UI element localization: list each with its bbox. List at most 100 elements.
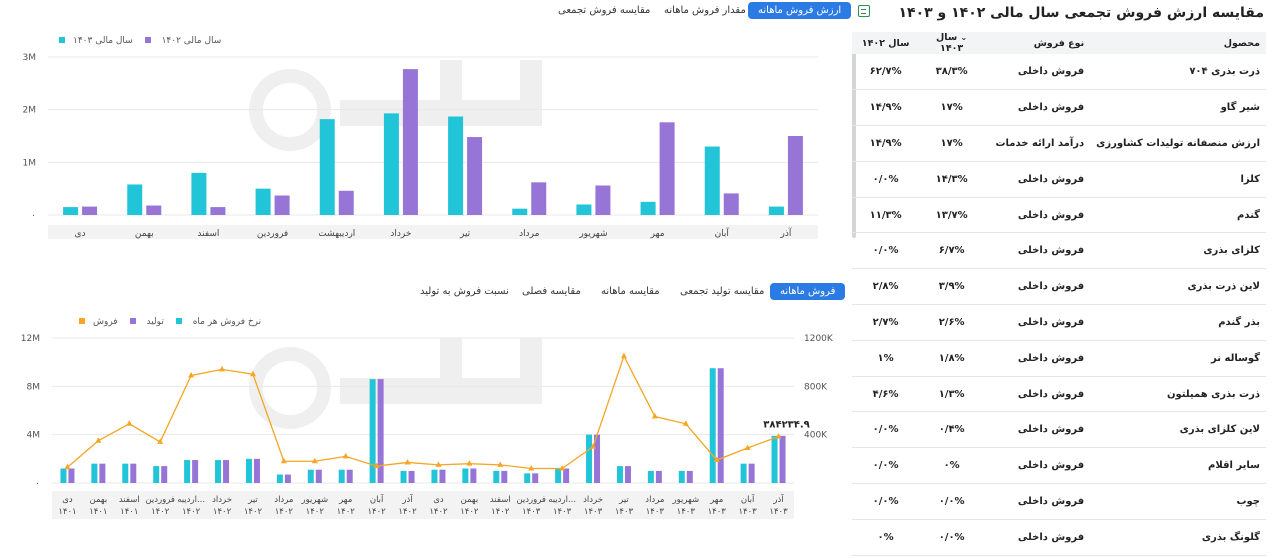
x-tick-label: فروردین xyxy=(145,495,175,505)
legend-label-1402[interactable]: سال مالی ۱۴۰۲ xyxy=(161,36,222,46)
legend-label-production[interactable]: تولید xyxy=(146,317,164,327)
cell-1403: ۱/۸% xyxy=(919,340,985,377)
watermark-circle xyxy=(249,347,331,429)
bar-1402 xyxy=(127,184,143,215)
cell-1403: ۱۳/۷% xyxy=(919,197,985,234)
x-tick-label: اسفند xyxy=(119,495,140,505)
legend-label-rate[interactable]: نرخ فروش هر ماه xyxy=(192,317,262,327)
y-tick-label: 3M xyxy=(23,53,37,63)
x-tick-label: آبان xyxy=(370,493,384,505)
sort-chevron-icon[interactable]: ⌄ xyxy=(960,33,968,42)
bar-1402 xyxy=(191,172,207,215)
table-row[interactable]: گوساله نر فروش داخلی ۱/۸% ۱% xyxy=(852,340,1266,377)
table-row[interactable]: ذرت بذری همیلتون فروش داخلی ۱/۳% ۴/۶% xyxy=(852,376,1266,413)
header-sale-type[interactable]: نوع فروش xyxy=(984,32,1091,54)
table-row[interactable]: گلونگ بذری فروش داخلی ۰/۰% ۰% xyxy=(852,519,1266,556)
x-axis-band xyxy=(52,491,794,519)
table-row[interactable]: لاین کلزای بذری فروش داخلی ۰/۴% ۰/۰% xyxy=(852,411,1266,449)
rate-point xyxy=(95,437,102,443)
bar-production xyxy=(647,470,654,483)
bar-1403 xyxy=(274,195,290,215)
bar-production xyxy=(245,458,252,483)
table-row[interactable]: بذر گندم فروش داخلی ۲/۶% ۲/۷% xyxy=(852,304,1266,341)
watermark-stem xyxy=(440,338,462,404)
bar-1402 xyxy=(448,116,464,215)
bar-sales xyxy=(408,470,415,483)
table-row[interactable]: ارزش منصفانه تولیدات کشاورزی درآمد ارائه … xyxy=(852,125,1266,162)
bar-sales xyxy=(439,469,446,483)
bar-1402 xyxy=(512,208,528,215)
x-tick-year-label: ۱۴۰۳ xyxy=(738,507,757,517)
x-tick-year-label: ۱۴۰۳ xyxy=(769,507,788,517)
rate-point xyxy=(590,443,597,449)
x-tick-label: بهمن xyxy=(90,495,108,505)
cell-1402: ۶۲/۷% xyxy=(852,54,920,91)
tab-cumulative-sales-comparison[interactable]: مقایسه فروش تجمعی xyxy=(558,5,651,16)
table-row[interactable]: شیر گاو فروش داخلی ۱۷% ۱۴/۹% xyxy=(852,89,1266,127)
cell-product: گلونگ بذری xyxy=(1090,519,1266,556)
cell-sale-type: فروش داخلی xyxy=(984,304,1091,341)
bar-sales xyxy=(377,379,384,483)
top-legend: سال مالی ۱۴۰۲ سال مالی ۱۴۰۳ xyxy=(56,36,221,46)
cell-1403: ۱۴/۳% xyxy=(919,161,985,198)
bar-production xyxy=(555,468,562,483)
bar-1402 xyxy=(640,201,656,215)
tab-cumulative-production[interactable]: مقایسه تولید تجمعی xyxy=(680,286,765,297)
excel-export-icon[interactable] xyxy=(858,5,870,17)
legend-label-sales[interactable]: فروش xyxy=(93,317,118,327)
cell-product: سایر اقلام xyxy=(1090,447,1266,485)
bar-sales xyxy=(161,466,168,483)
bar-1403 xyxy=(787,136,803,215)
bar-1403 xyxy=(146,205,162,215)
cell-1402: ۴/۶% xyxy=(852,376,920,413)
cell-1402: ۰/۰% xyxy=(852,232,920,270)
cell-1403: ۰/۴% xyxy=(919,411,985,449)
tab-monthly-sales-value[interactable]: ارزش فروش ماهانه xyxy=(748,2,852,19)
tab-seasonal-comparison[interactable]: مقایسه فصلی xyxy=(522,286,581,297)
cell-1402: ۱% xyxy=(852,340,920,377)
bar-1402 xyxy=(255,188,271,215)
cell-1402: ۰/۰% xyxy=(852,411,920,449)
table-row[interactable]: سایر اقلام فروش داخلی ۰% ۰/۰% xyxy=(852,447,1266,485)
table-row[interactable]: ذرت بذری ۷۰۴ فروش داخلی ۳۸/۳% ۶۲/۷% xyxy=(852,54,1266,91)
table-row[interactable]: کلزا فروش داخلی ۱۴/۳% ۰/۰% xyxy=(852,161,1266,198)
y-left-tick-label: 4M xyxy=(27,431,41,441)
tab-monthly-comparison[interactable]: مقایسه ماهانه xyxy=(601,286,660,297)
x-tick-label: شهریور xyxy=(671,495,699,505)
tab-monthly-sales-quantity[interactable]: مقدار فروش ماهانه xyxy=(664,5,746,16)
tab-sales-production-ratio[interactable]: نسبت فروش به تولید xyxy=(420,286,509,297)
header-product[interactable]: محصول xyxy=(1090,32,1266,54)
x-tick-label: خرداد xyxy=(390,229,411,239)
cell-product: شیر گاو xyxy=(1090,89,1266,127)
bar-production xyxy=(709,368,716,483)
table-row[interactable]: چوب فروش داخلی ۰/۰% ۰/۰% xyxy=(852,483,1266,520)
cell-sale-type: فروش داخلی xyxy=(984,411,1091,449)
y-right-tick-label: 400K xyxy=(804,431,828,441)
x-tick-label: تیر xyxy=(618,495,629,505)
x-tick-label: اردیبه... xyxy=(548,495,576,505)
legend-swatch-1402 xyxy=(59,37,65,43)
cell-1403: ۰% xyxy=(919,447,985,485)
x-tick-label: بهمن xyxy=(461,495,479,505)
x-tick-label: خرداد xyxy=(212,495,232,505)
bar-1403 xyxy=(595,185,611,215)
x-tick-label: مرداد xyxy=(645,495,664,505)
x-tick-year-label: ۱۴۰۳ xyxy=(553,507,572,517)
header-year-1403[interactable]: ⌄ سال ۱۴۰۳ xyxy=(919,32,985,54)
rate-point xyxy=(404,458,411,465)
legend-label-1403[interactable]: سال مالی ۱۴۰۳ xyxy=(73,36,133,46)
table-row[interactable]: گندم فروش داخلی ۱۳/۷% ۱۱/۳% xyxy=(852,197,1266,234)
bar-1403 xyxy=(338,190,354,215)
bar-sales xyxy=(99,463,106,483)
watermark-stem xyxy=(440,60,462,126)
tab-monthly-sales[interactable]: فروش ماهانه xyxy=(770,283,846,300)
table-row[interactable]: لاین ذرت بذری فروش داخلی ۳/۹% ۲/۸% xyxy=(852,268,1266,306)
x-tick-year-label: ۱۴۰۲ xyxy=(244,507,263,517)
rate-point xyxy=(713,456,720,463)
rate-point xyxy=(744,444,751,450)
header-year-1402[interactable]: سال ۱۴۰۲ xyxy=(852,32,920,54)
table-row[interactable]: کلزای بذری فروش داخلی ۶/۷% ۰/۰% xyxy=(852,232,1266,270)
bar-sales xyxy=(624,466,631,483)
x-tick-label: مهر xyxy=(338,495,352,505)
cell-1403: ۶/۷% xyxy=(919,232,985,270)
